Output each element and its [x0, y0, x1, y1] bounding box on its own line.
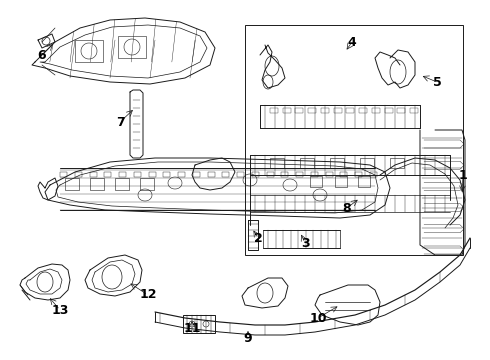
Bar: [358, 176, 370, 187]
Bar: [397, 108, 405, 113]
Bar: [308, 108, 316, 113]
Bar: [372, 108, 380, 113]
Bar: [115, 178, 129, 190]
Bar: [390, 158, 404, 168]
Bar: [245, 25, 463, 255]
Bar: [90, 172, 97, 177]
Bar: [148, 172, 155, 177]
Bar: [118, 36, 146, 58]
Bar: [75, 172, 82, 177]
Bar: [283, 108, 291, 113]
Bar: [335, 176, 347, 187]
Bar: [222, 172, 229, 177]
Text: 10: 10: [309, 311, 327, 324]
Bar: [310, 176, 322, 187]
Bar: [104, 172, 111, 177]
Text: 13: 13: [51, 303, 69, 316]
Text: 5: 5: [433, 76, 441, 89]
Bar: [90, 178, 104, 190]
Bar: [359, 108, 367, 113]
Bar: [334, 108, 342, 113]
Bar: [326, 172, 333, 177]
Bar: [355, 172, 362, 177]
Bar: [330, 158, 344, 168]
Text: 8: 8: [343, 202, 351, 215]
Text: 12: 12: [139, 288, 157, 302]
Bar: [346, 108, 354, 113]
Bar: [410, 108, 418, 113]
Text: 7: 7: [116, 116, 124, 129]
Bar: [281, 172, 289, 177]
Bar: [296, 172, 303, 177]
Bar: [193, 172, 200, 177]
Text: 1: 1: [459, 168, 467, 181]
Bar: [300, 158, 314, 168]
Bar: [140, 178, 154, 190]
Bar: [119, 172, 126, 177]
Bar: [321, 108, 329, 113]
Text: 6: 6: [38, 49, 47, 62]
Bar: [252, 172, 259, 177]
Bar: [60, 172, 67, 177]
Bar: [237, 172, 244, 177]
Bar: [183, 315, 215, 333]
Bar: [270, 108, 278, 113]
Text: 3: 3: [301, 237, 309, 249]
Bar: [267, 172, 274, 177]
Bar: [311, 172, 318, 177]
Bar: [163, 172, 171, 177]
Bar: [65, 178, 79, 190]
Bar: [270, 158, 284, 168]
Bar: [134, 172, 141, 177]
Text: 2: 2: [254, 231, 262, 244]
Text: 11: 11: [183, 321, 201, 334]
Bar: [178, 172, 185, 177]
Bar: [295, 108, 303, 113]
Text: 9: 9: [244, 332, 252, 345]
Bar: [75, 40, 103, 62]
Bar: [385, 108, 392, 113]
Bar: [360, 158, 374, 168]
Bar: [370, 172, 377, 177]
Text: 4: 4: [347, 36, 356, 49]
Bar: [341, 172, 347, 177]
Bar: [208, 172, 215, 177]
